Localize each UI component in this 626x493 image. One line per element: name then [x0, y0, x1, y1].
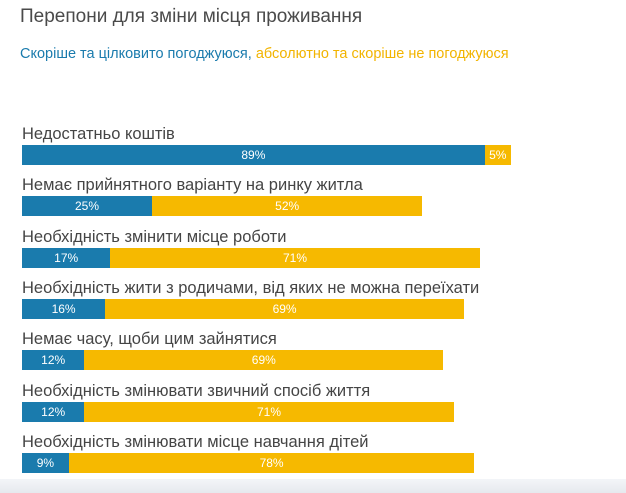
- stacked-bar: 89% 5%: [22, 145, 622, 165]
- bar-disagree: 5%: [484, 145, 511, 165]
- category-label: Необхідність змінити місце роботи: [22, 227, 287, 246]
- bar-disagree: 78%: [68, 452, 475, 473]
- bar-row: Немає прийнятного варіанту на ринку житл…: [22, 175, 622, 217]
- bar-agree: 16%: [22, 298, 106, 319]
- bar-row: Немає часу, щоби цим зайнятися 12% 69%: [22, 329, 622, 371]
- stacked-bar: 25% 52%: [22, 196, 622, 217]
- stacked-bar: 12% 71%: [22, 401, 622, 422]
- category-label: Необхідність змінювати місце навчання ді…: [22, 432, 369, 451]
- category-label: Недостатньо коштів: [22, 125, 175, 143]
- stacked-bar: 9% 78%: [22, 452, 622, 473]
- category-label: Немає часу, щоби цим зайнятися: [22, 330, 277, 349]
- bar-agree: 89%: [22, 145, 485, 165]
- bar-disagree: 71%: [110, 247, 480, 268]
- bar-row: Необхідність змінити місце роботи 17% 71%: [22, 227, 622, 268]
- bar-agree: 9%: [22, 452, 69, 473]
- bottom-strip: [0, 479, 626, 493]
- bar-agree: 17%: [22, 247, 111, 268]
- legend-agree: Скоріше та цілковито погоджуюся,: [20, 46, 252, 62]
- legend-disagree: абсолютно та скоріше не погоджуюся: [255, 46, 509, 62]
- category-label: Необхідність жити з родичами, від яких н…: [22, 278, 480, 297]
- bar-row: Недостатньо коштів 89% 5%: [22, 124, 622, 165]
- chart-title: Перепони для зміни місця проживання: [20, 6, 363, 27]
- bar-agree: 12%: [22, 401, 85, 422]
- stacked-bar: 17% 71%: [22, 247, 622, 268]
- bar-agree: 25%: [22, 196, 152, 217]
- bar-disagree: 69%: [84, 350, 444, 371]
- legend: Скоріше та цілковито погоджуюся, абсолют…: [20, 42, 520, 67]
- category-label: Немає прийнятного варіанту на ринку житл…: [22, 176, 363, 195]
- bar-disagree: 69%: [105, 298, 464, 319]
- category-label: Необхідність змінювати звичний спосіб жи…: [22, 381, 371, 400]
- bar-row: Необхідність жити з родичами, від яких н…: [22, 278, 622, 319]
- bar-row: Необхідність змінювати звичний спосіб жи…: [22, 381, 622, 422]
- stacked-bar: 12% 69%: [22, 350, 622, 371]
- bar-disagree: 52%: [152, 196, 423, 217]
- bar-disagree: 71%: [84, 401, 454, 422]
- bar-agree: 12%: [22, 350, 85, 371]
- bar-row: Необхідність змінювати місце навчання ді…: [22, 432, 622, 473]
- stacked-bar: 16% 69%: [22, 298, 622, 319]
